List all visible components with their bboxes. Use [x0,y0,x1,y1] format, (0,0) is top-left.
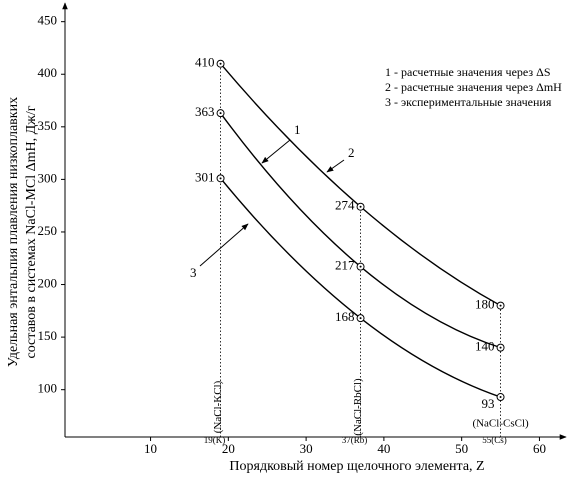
y-axis-label: составов в системах NaCl-MCl ΔmH, Дж/г [24,105,39,358]
x-tick-label: 20 [222,441,235,456]
y-tick-label: 300 [38,170,58,185]
point-dot [219,62,222,65]
point-dot [499,304,502,307]
point-dot [499,396,502,399]
system-label: (NaCl-KCl) [212,380,224,433]
marker-label: 19(K) [204,435,226,445]
point-dot [219,112,222,115]
value-label: 274 [335,198,355,213]
legend-entry: 2 - расчетные значения через ΔmH [385,80,562,94]
x-tick-label: 40 [377,441,390,456]
x-tick-label: 30 [300,441,313,456]
curve-label: 3 [190,265,197,280]
curve-arrow [326,159,345,173]
curve-arrow [261,139,291,164]
point-dot [499,346,502,349]
x-tick-label: 60 [533,441,546,456]
y-tick-label: 250 [38,223,58,238]
curve-label: 1 [294,122,301,137]
system-label: (NaCl-RbCl) [352,378,364,436]
system-label: (NaCl-CsCl) [472,418,529,430]
x-axis-label: Порядковый номер щелочного элемента, Z [229,459,484,474]
y-tick-label: 200 [38,276,58,291]
point-dot [359,265,362,268]
value-label: 301 [195,169,215,184]
point-dot [359,205,362,208]
value-label: 363 [195,104,215,119]
y-tick-label: 100 [38,381,58,396]
y-axis-label: Удельная энтальпия плавления низкоплавки… [6,97,21,367]
y-tick-label: 350 [38,118,58,133]
y-tick-label: 150 [38,328,58,343]
value-label: 410 [195,55,215,70]
marker-label: 37(Rb) [342,435,368,445]
value-label: 140 [475,339,495,354]
point-dot [359,317,362,320]
curve-arrow [199,223,249,267]
curve [220,177,501,398]
legend-entry: 3 - экспериментальные значения [385,95,552,109]
x-tick-label: 10 [144,441,157,456]
marker-label: 55(Cs) [482,435,507,445]
value-label: 180 [475,297,495,312]
value-label: 217 [335,258,355,273]
x-tick-label: 50 [455,441,468,456]
y-tick-label: 400 [38,65,58,80]
y-tick-label: 450 [38,13,58,28]
point-dot [219,177,222,180]
curve-label: 2 [348,145,355,160]
value-label: 168 [335,309,355,324]
value-label: 93 [482,396,495,411]
legend-entry: 1 - расчетные значения через ΔS [385,65,551,79]
